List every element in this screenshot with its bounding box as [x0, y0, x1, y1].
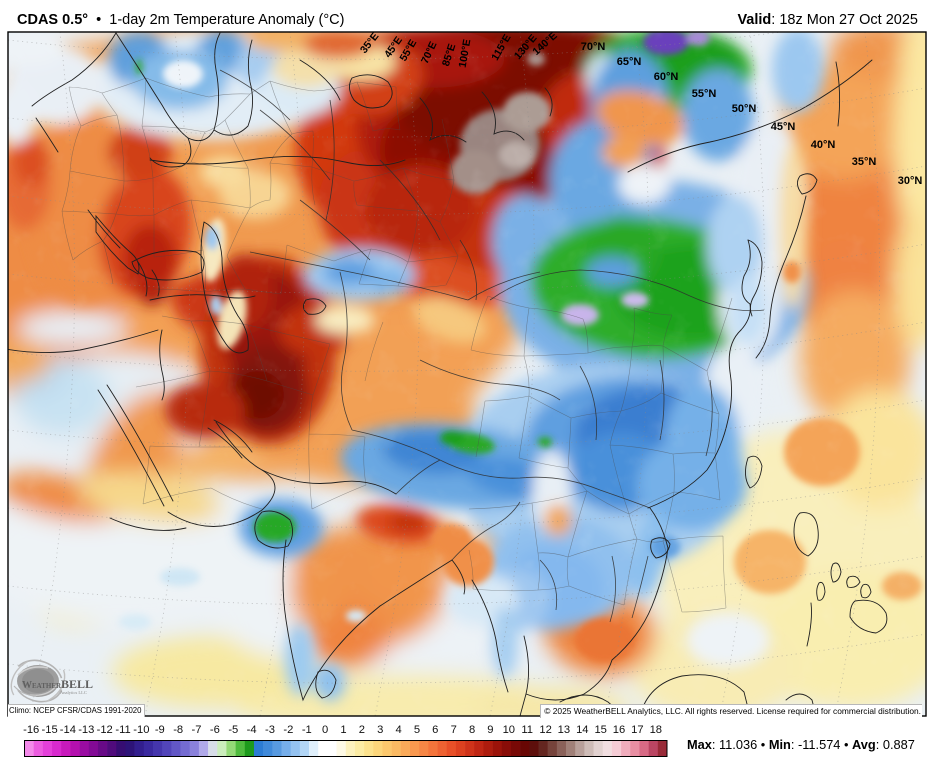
svg-text:100°E: 100°E	[457, 38, 474, 68]
svg-text:65°N: 65°N	[617, 56, 642, 68]
svg-text:60°N: 60°N	[654, 71, 679, 83]
svg-text:35°N: 35°N	[852, 156, 877, 168]
svg-text:40°N: 40°N	[811, 139, 836, 151]
svg-text:50°N: 50°N	[732, 103, 757, 115]
svg-text:30°N: 30°N	[898, 175, 923, 187]
svg-text:Analytics LLC: Analytics LLC	[60, 690, 87, 695]
svg-text:55°N: 55°N	[692, 88, 717, 100]
svg-text:70°N: 70°N	[581, 41, 606, 53]
svg-text:45°N: 45°N	[771, 121, 796, 133]
